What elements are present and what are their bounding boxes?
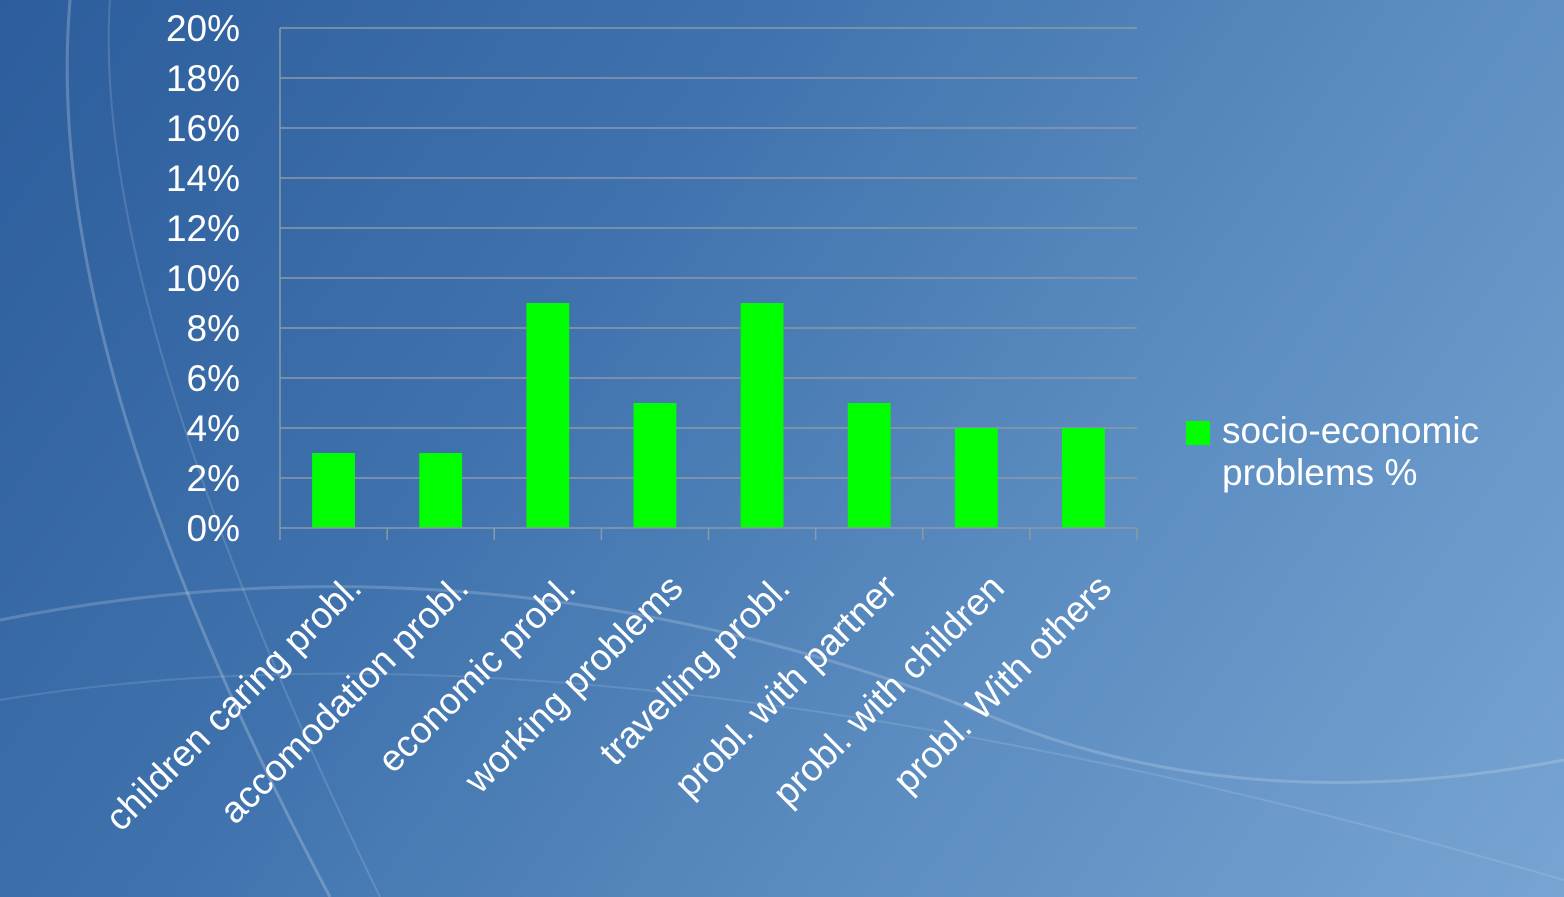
y-tick-label: 2% — [187, 458, 240, 499]
y-tick-label: 16% — [166, 108, 240, 149]
bars — [312, 303, 1105, 528]
bar — [312, 453, 355, 528]
y-tick-label: 12% — [166, 208, 240, 249]
x-category-label: economic probl. — [370, 567, 584, 781]
legend-label: socio-economic problems % — [1222, 410, 1480, 493]
bar — [954, 428, 998, 528]
y-tick-label: 0% — [187, 508, 240, 549]
bar — [740, 303, 784, 528]
bar — [633, 403, 677, 528]
y-tick-label: 10% — [166, 258, 240, 299]
axes — [279, 28, 1138, 540]
bar — [526, 303, 570, 528]
y-tick-label: 18% — [166, 58, 240, 99]
y-tick-label: 8% — [187, 308, 240, 349]
legend-swatch — [1186, 421, 1210, 445]
bar — [847, 403, 891, 528]
gridlines — [280, 27, 1137, 479]
y-tick-label: 4% — [187, 408, 240, 449]
bar — [1062, 428, 1105, 528]
y-tick-labels: 0% 2% 4% 6% 8% 10% 12% 14% 16% 18% 20% — [166, 8, 240, 549]
y-tick-label: 6% — [187, 358, 240, 399]
y-tick-label: 14% — [166, 158, 240, 199]
bar — [419, 453, 463, 528]
x-category-label: travelling probl. — [591, 567, 797, 773]
x-category-labels: children caring probl.accomodation probl… — [97, 567, 1119, 839]
y-tick-label: 20% — [166, 8, 240, 49]
